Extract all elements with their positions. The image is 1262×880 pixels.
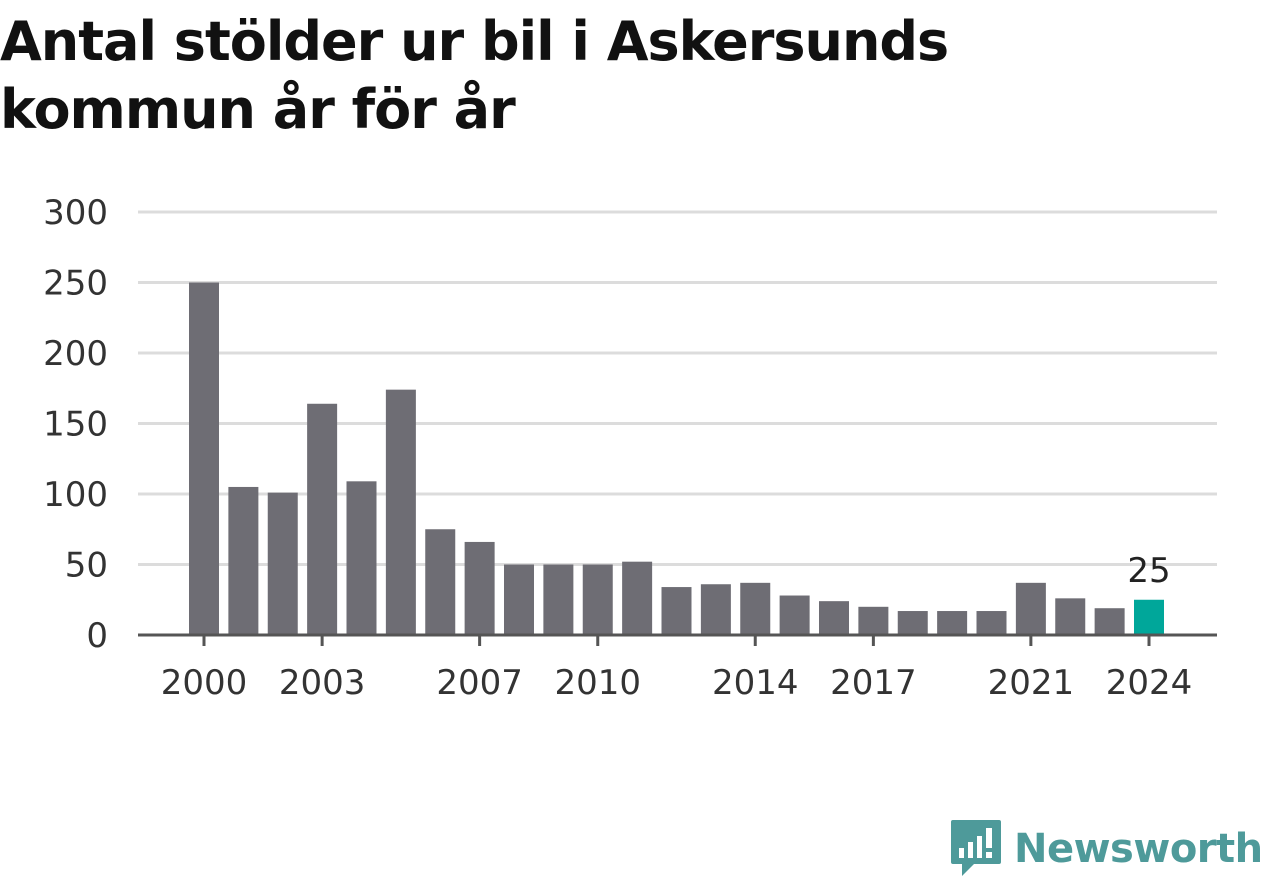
- bar-2008: [504, 564, 534, 635]
- bar-2010: [582, 564, 613, 635]
- bar-2012: [661, 587, 692, 635]
- x-tick-label: 2024: [1106, 663, 1193, 703]
- y-tick-label: 100: [43, 475, 108, 515]
- y-tick-label: 50: [65, 546, 108, 586]
- bar-2018: [897, 611, 928, 635]
- brand-name: Newsworthy: [1014, 826, 1262, 872]
- data-labels: 25: [1127, 551, 1170, 591]
- y-tick-label: 0: [86, 616, 108, 656]
- bar-2006: [425, 529, 456, 635]
- x-tick-label: 2003: [279, 663, 366, 703]
- data-label: 25: [1127, 551, 1170, 591]
- brand-logo: Newsworthy: [950, 818, 1262, 880]
- bar-2009: [543, 564, 574, 635]
- grid-lines: [138, 210, 1217, 566]
- bar-2016: [819, 601, 849, 635]
- x-tick-label: 2021: [988, 663, 1075, 703]
- bar-2003: [307, 403, 338, 635]
- bars: [189, 282, 1164, 635]
- bar-2007: [464, 541, 495, 635]
- bar-2021: [1015, 582, 1046, 635]
- bar-2001: [228, 486, 259, 635]
- y-tick-label: 300: [43, 193, 108, 233]
- newsworthy-logo-icon: [951, 820, 1001, 876]
- bar-2004: [346, 481, 377, 635]
- y-axis-tick-labels: 0 50 100 150 200 250 300: [43, 193, 108, 656]
- bar-2022: [1055, 598, 1086, 635]
- x-tick-label: 2014: [712, 663, 799, 703]
- x-tick-label: 2017: [830, 663, 917, 703]
- y-tick-label: 250: [43, 264, 108, 304]
- bar-2020: [976, 611, 1007, 635]
- y-tick-label: 200: [43, 334, 108, 374]
- y-tick-label: 150: [43, 405, 108, 445]
- bar-2013: [700, 584, 731, 635]
- bar-2002: [267, 492, 298, 635]
- bar-2017: [858, 606, 889, 635]
- x-tick-label: 2000: [161, 663, 248, 703]
- x-tick-label: 2007: [436, 663, 523, 703]
- bar-2015: [779, 595, 810, 635]
- bar-2024: [1134, 599, 1164, 635]
- chart-title: Antal stölder ur bil i Askersunds kommun…: [0, 10, 949, 141]
- bar-2019: [937, 611, 968, 635]
- bar-2014: [740, 582, 771, 635]
- bar-2011: [622, 561, 653, 635]
- bar-2000: [189, 282, 219, 635]
- bar-2005: [385, 389, 416, 635]
- bar-2023: [1094, 608, 1125, 635]
- x-tick-label: 2010: [554, 663, 641, 703]
- x-axis-tick-labels: 2000 2003 2007 2010 2014 2017 2021 2024: [161, 663, 1193, 703]
- x-axis: [138, 633, 1217, 646]
